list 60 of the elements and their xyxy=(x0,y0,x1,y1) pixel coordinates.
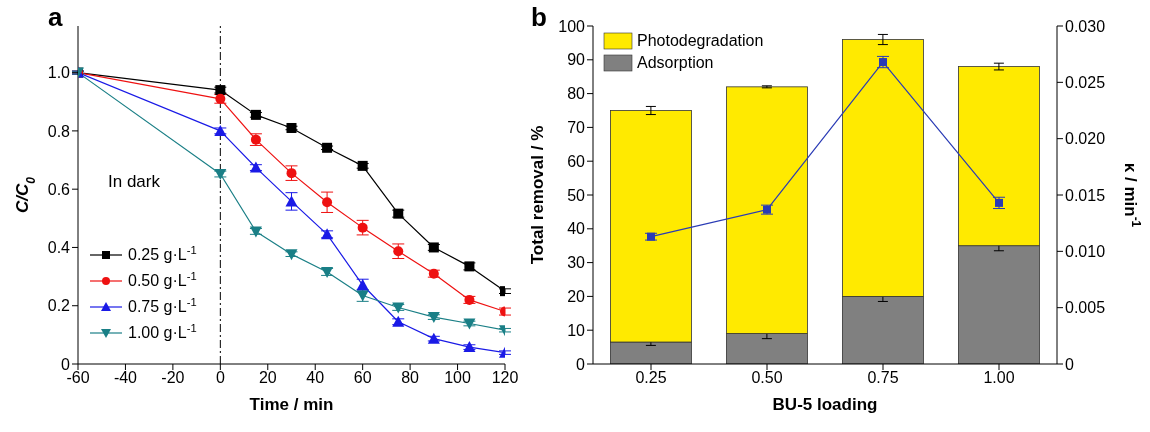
x-tick-label: 1.00 xyxy=(983,369,1015,387)
legend-label: 0.50 g·L$^{-1}$ xyxy=(128,270,197,289)
point xyxy=(285,195,298,207)
x-tick-label: -20 xyxy=(161,369,185,387)
y2-tick-label: 0.020 xyxy=(1065,130,1106,148)
chart-title: a xyxy=(48,2,63,33)
y-tick-label: 0.4 xyxy=(47,239,71,257)
y-tick-label: 80 xyxy=(567,85,586,103)
x-tick-label: 40 xyxy=(306,369,325,387)
y-tick-label: 30 xyxy=(567,254,586,272)
y2-tick-label: 0.005 xyxy=(1065,299,1106,317)
legend-label: 1.00 g·L$^{-1}$ xyxy=(128,322,197,341)
point xyxy=(285,249,298,261)
x-tick-label: 20 xyxy=(258,369,277,387)
x-axis-title: Time / min xyxy=(249,395,334,414)
legend-label: Photodegradation xyxy=(637,32,764,49)
x-axis-title: BU-5 loading xyxy=(772,395,878,414)
x-tick-label: 0.25 xyxy=(635,369,667,387)
x-tick-label: 0.75 xyxy=(867,369,899,387)
annotation: In dark xyxy=(108,172,160,192)
legend-label: 0.25 g·L$^{-1}$ xyxy=(128,244,197,263)
point xyxy=(463,341,476,353)
y2-tick-label: 0 xyxy=(1065,355,1074,373)
y-tick-label: 100 xyxy=(558,17,586,35)
y-tick-label: 50 xyxy=(567,186,586,204)
y-tick-label: 1.0 xyxy=(47,64,71,82)
y-axis-title: Total removal / % xyxy=(528,125,547,265)
point xyxy=(322,142,333,153)
y-tick-label: 10 xyxy=(567,321,586,339)
point xyxy=(357,160,368,171)
x-tick-label: 0 xyxy=(215,369,225,387)
point xyxy=(392,302,405,314)
point xyxy=(427,312,440,324)
x-tick-label: 60 xyxy=(353,369,372,387)
x-tick-label: 100 xyxy=(444,369,471,387)
point xyxy=(214,124,227,136)
x-tick-label: 120 xyxy=(491,369,519,387)
y2-tick-label: 0.025 xyxy=(1065,74,1106,92)
y-tick-label: 0.8 xyxy=(47,122,71,140)
point xyxy=(322,197,333,208)
point xyxy=(463,318,476,330)
x-tick-label: 80 xyxy=(401,369,420,387)
y-tick-label: 90 xyxy=(567,51,586,69)
point xyxy=(214,169,227,181)
y-tick-label: 60 xyxy=(567,152,586,170)
y-tick-label: 0 xyxy=(576,355,586,373)
y2-tick-label: 0.010 xyxy=(1065,243,1106,261)
y-tick-label: 0.2 xyxy=(47,297,71,315)
legend-label: 0.75 g·L$^{-1}$ xyxy=(128,296,197,315)
chart-title: b xyxy=(531,2,547,33)
y-tick-label: 0.6 xyxy=(47,180,71,198)
y2-tick-label: 0.030 xyxy=(1065,17,1106,35)
point xyxy=(250,109,261,120)
y-tick-label: 40 xyxy=(567,220,586,238)
legend-label: Adsorption xyxy=(637,54,714,71)
y2-tick-label: 0.015 xyxy=(1065,186,1106,204)
x-tick-label: 0.50 xyxy=(751,369,783,387)
y-tick-label: 70 xyxy=(567,119,586,137)
x-tick-label: -40 xyxy=(113,369,138,387)
y-tick-label: 20 xyxy=(567,288,586,306)
